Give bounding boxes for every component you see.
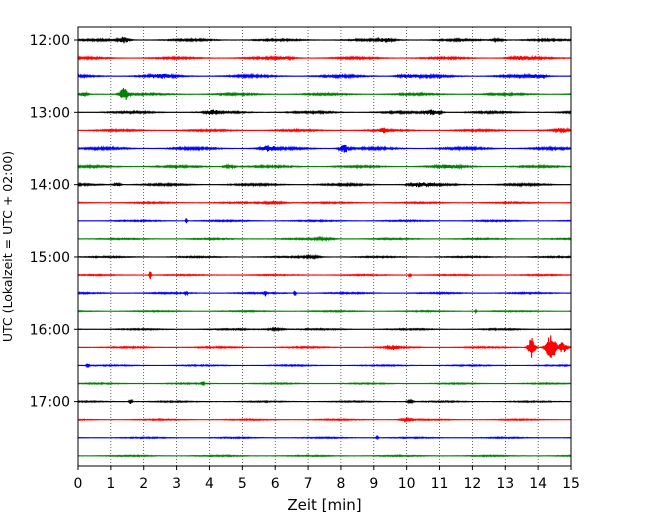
trace-line xyxy=(77,109,572,116)
y-axis-label: UTC (Lokalzeit = UTC + 02:00) xyxy=(0,151,15,342)
y-tick-label: 15:00 xyxy=(30,250,70,266)
y-tick-label: 16:00 xyxy=(30,322,70,338)
y-tick-label: 13:00 xyxy=(30,105,70,121)
trace-line xyxy=(77,308,572,315)
x-tick-label: 4 xyxy=(205,476,214,492)
trace-line xyxy=(77,181,572,188)
y-tick-label: 17:00 xyxy=(30,395,70,411)
trace-line xyxy=(77,434,572,441)
x-tick-label: 0 xyxy=(74,476,83,492)
trace-line xyxy=(77,326,572,333)
x-tick-label: 2 xyxy=(139,476,148,492)
trace-line xyxy=(77,416,572,423)
x-tick-label: 6 xyxy=(271,476,280,492)
trace-line xyxy=(77,72,572,80)
trace-line xyxy=(77,199,572,206)
x-tick-label: 12 xyxy=(463,476,481,492)
trace-line xyxy=(77,87,572,100)
plot-frame xyxy=(77,26,572,467)
x-tick-label: 5 xyxy=(238,476,247,492)
trace-line xyxy=(77,290,572,297)
trace-line xyxy=(77,217,572,224)
trace-group xyxy=(77,36,572,458)
trace-line xyxy=(77,380,572,387)
x-tick-label: 8 xyxy=(336,476,345,492)
trace-line xyxy=(77,253,572,261)
x-tick-label: 10 xyxy=(398,476,416,492)
trace-line xyxy=(77,54,572,62)
x-axis-label: Zeit [min] xyxy=(287,496,361,514)
trace-line xyxy=(77,454,572,458)
y-tick-label: 14:00 xyxy=(30,178,70,194)
x-tick-label: 1 xyxy=(106,476,115,492)
trace-line xyxy=(77,398,572,405)
trace-line xyxy=(77,163,572,170)
x-tick-label: 13 xyxy=(496,476,514,492)
vertical-grid xyxy=(110,27,539,466)
x-tick-label: 11 xyxy=(431,476,449,492)
trace-line xyxy=(77,144,572,153)
trace-line xyxy=(77,235,572,242)
y-tick-label: 12:00 xyxy=(30,33,70,49)
x-tick-label: 7 xyxy=(304,476,313,492)
x-tick-label: 15 xyxy=(562,476,580,492)
trace-line xyxy=(77,363,572,369)
x-tick-label: 3 xyxy=(172,476,181,492)
x-tick-label: 9 xyxy=(369,476,378,492)
trace-line xyxy=(77,127,572,134)
x-tick-label: 14 xyxy=(529,476,547,492)
trace-line xyxy=(77,335,572,358)
trace-line xyxy=(77,271,572,280)
x-axis-ticks: 0 1 2 3 4 5 6 7 8 9 10 11 12 13 14 15 xyxy=(74,466,580,492)
trace-line xyxy=(77,36,572,44)
y-axis-ticks: 12:00 13:00 14:00 15:00 16:00 17:00 xyxy=(30,33,78,411)
